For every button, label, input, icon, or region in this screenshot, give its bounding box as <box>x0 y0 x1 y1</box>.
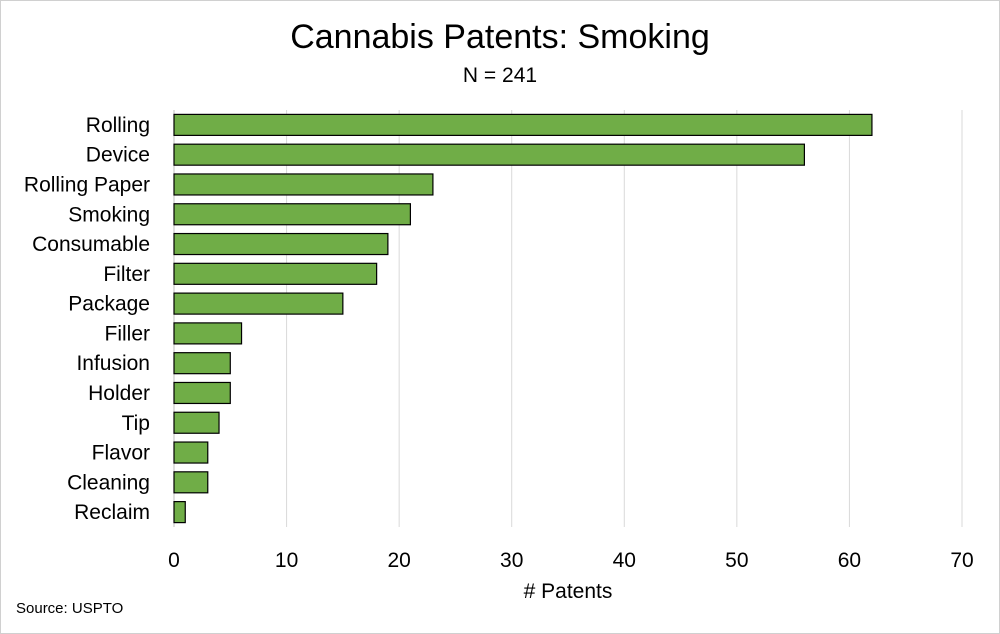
category-label: Filter <box>103 263 150 286</box>
bar-rolling <box>173 113 873 136</box>
category-label: Filler <box>105 322 151 345</box>
category-label: Rolling <box>86 114 150 137</box>
category-label: Infusion <box>76 352 150 375</box>
x-tick-label: 0 <box>168 549 180 572</box>
chart-subtitle: N = 241 <box>462 64 538 87</box>
bar-holder <box>173 381 231 405</box>
bar-filter <box>173 262 378 285</box>
category-label: Reclaim <box>74 501 150 524</box>
bar-cleaning <box>173 471 209 494</box>
category-label: Device <box>86 144 150 167</box>
category-label: Consumable <box>32 233 150 256</box>
x-tick-label: 60 <box>838 549 861 572</box>
x-tick-label: 40 <box>613 549 636 572</box>
x-tick-label: 20 <box>387 549 410 572</box>
bar-device <box>173 143 806 166</box>
category-labels: Rolling Device Rolling Paper Smoking Consuma… <box>24 114 150 524</box>
bar-flavor <box>173 441 209 464</box>
bar-filler <box>173 322 243 345</box>
category-label: Cleaning <box>67 471 150 494</box>
bar-package <box>173 292 344 315</box>
x-axis-label: # Patents <box>523 580 613 603</box>
category-label: Flavor <box>92 442 150 465</box>
category-label: Holder <box>88 382 150 405</box>
bar-rolling-paper <box>173 173 434 196</box>
x-tick-labels: 0 10 20 30 40 50 60 70 <box>168 549 974 572</box>
x-tick-label: 70 <box>950 549 973 572</box>
bar-consumable <box>173 232 389 256</box>
source-note: Source: USPTO <box>16 600 124 617</box>
category-label: Rolling Paper <box>24 173 150 196</box>
gridlines <box>173 110 963 527</box>
x-tick-label: 10 <box>275 549 298 572</box>
category-label: Smoking <box>68 203 150 226</box>
x-tick-label: 50 <box>725 549 748 572</box>
bar-reclaim <box>173 501 186 524</box>
category-label: Package <box>68 293 150 316</box>
category-label: Tip <box>122 412 150 435</box>
bars <box>173 113 873 524</box>
bar-tip <box>173 411 220 434</box>
bar-smoking <box>173 203 411 226</box>
chart-title: Cannabis Patents: Smoking <box>290 18 710 56</box>
x-tick-label: 30 <box>500 549 523 572</box>
bar-infusion <box>173 352 231 375</box>
